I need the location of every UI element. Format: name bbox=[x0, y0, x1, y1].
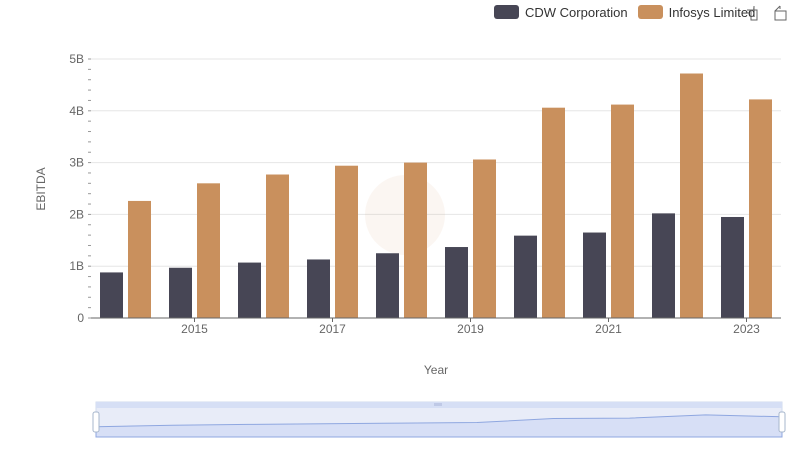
y-tick-label: 4B bbox=[69, 104, 84, 118]
zoom-icon[interactable] bbox=[746, 5, 762, 21]
bar-cdw-2023 bbox=[721, 216, 744, 318]
bar-infosys-2015 bbox=[197, 183, 220, 318]
legend-item-infosys[interactable]: Infosys Limited bbox=[637, 4, 756, 20]
legend-swatch-cdw bbox=[494, 5, 519, 19]
x-tick-label: 2023 bbox=[733, 322, 760, 336]
x-tick-label: 2021 bbox=[595, 322, 622, 336]
legend-swatch-infosys bbox=[637, 5, 663, 19]
x-tick-label: 2019 bbox=[457, 322, 484, 336]
bar-infosys-2018 bbox=[404, 162, 427, 318]
bar-cdw-2021 bbox=[583, 232, 606, 318]
datazoom-right-handle[interactable] bbox=[778, 411, 786, 433]
bar-infosys-2016 bbox=[266, 174, 289, 318]
bar-cdw-2020 bbox=[514, 235, 537, 318]
bar-infosys-2023 bbox=[749, 99, 772, 319]
drag-handle-icon[interactable] bbox=[434, 403, 442, 406]
y-tick-label: 5B bbox=[69, 52, 84, 66]
bar-cdw-2019 bbox=[445, 247, 468, 318]
toolbox bbox=[746, 5, 788, 21]
bar-cdw-2018 bbox=[376, 253, 399, 318]
bars bbox=[100, 73, 772, 319]
legend-label-cdw: CDW Corporation bbox=[525, 4, 628, 20]
bar-infosys-2022 bbox=[680, 73, 703, 318]
y-tick-label: 0 bbox=[77, 311, 84, 325]
legend: CDW Corporation Infosys Limited bbox=[494, 2, 765, 22]
y-tick-label: 2B bbox=[69, 207, 84, 221]
bar-infosys-2014 bbox=[128, 200, 151, 318]
bar-infosys-2017 bbox=[335, 165, 358, 318]
y-tick-label: 1B bbox=[69, 259, 84, 273]
legend-item-cdw[interactable]: CDW Corporation bbox=[494, 5, 628, 20]
bar-cdw-2015 bbox=[169, 267, 192, 318]
bar-infosys-2019 bbox=[473, 159, 496, 318]
y-axis-label: EBITDA bbox=[34, 167, 48, 210]
restore-icon[interactable] bbox=[772, 5, 788, 21]
axes: 0 1B 2B 3B 4B 5B 2015 2017 2019 2021 2023 bbox=[69, 52, 781, 336]
bar-cdw-2016 bbox=[238, 262, 261, 318]
x-tick-label: 2015 bbox=[181, 322, 208, 336]
legend-label-infosys: Infosys Limited bbox=[668, 4, 756, 20]
y-tick-label: 3B bbox=[69, 156, 84, 170]
x-axis-label: Year bbox=[424, 363, 448, 377]
bar-infosys-2020 bbox=[542, 107, 565, 318]
bar-cdw-2022 bbox=[652, 213, 675, 318]
bar-cdw-2014 bbox=[100, 272, 123, 318]
datazoom-slider[interactable] bbox=[92, 401, 786, 438]
bar-cdw-2017 bbox=[307, 259, 330, 318]
datazoom-left-handle[interactable] bbox=[92, 411, 100, 433]
bar-infosys-2021 bbox=[611, 104, 634, 318]
x-tick-label: 2017 bbox=[319, 322, 346, 336]
